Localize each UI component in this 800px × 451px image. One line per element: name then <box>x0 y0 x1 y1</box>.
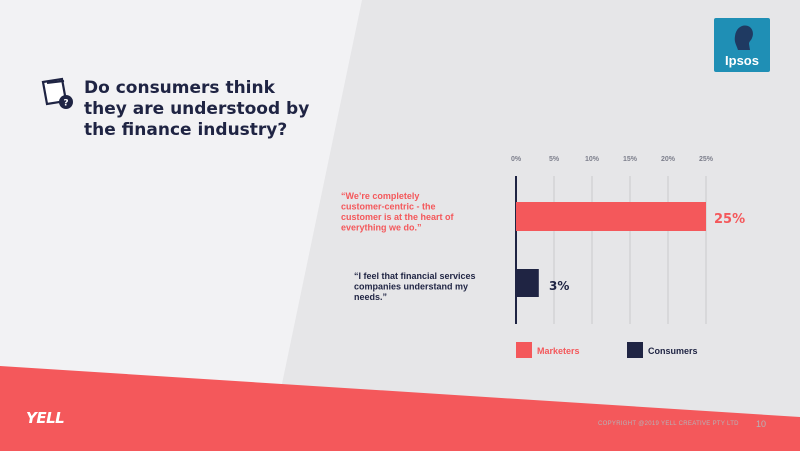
bar-consumers <box>516 269 539 297</box>
category-label-line: “I feel that financial services <box>354 271 476 281</box>
x-tick-label: 0% <box>511 156 522 163</box>
footer-band <box>0 366 800 451</box>
ipsos-logo-text: Ipsos <box>725 53 759 68</box>
category-label: “I feel that financial services companies… <box>354 271 476 302</box>
x-tick-label: 10% <box>585 156 600 163</box>
category-label-line: “We’re completely <box>341 191 419 201</box>
legend-label: Consumers <box>648 346 698 356</box>
ipsos-silhouette-icon <box>734 25 753 50</box>
x-tick-label: 25% <box>699 156 714 163</box>
page-number: 10 <box>756 419 767 429</box>
legend-label: Marketers <box>537 346 580 356</box>
question-document-icon: ? <box>41 77 73 109</box>
category-label: “We’re completely customer-centric - the c… <box>341 191 455 233</box>
data-label: 3% <box>549 279 569 293</box>
category-label-line: companies understand my <box>354 282 468 292</box>
x-tick-label: 20% <box>661 156 676 163</box>
data-label: 25% <box>714 212 745 227</box>
bar-marketers <box>516 202 706 231</box>
slide-title: Do consumers think they are understood b… <box>84 78 310 140</box>
yell-logo: YELL <box>26 409 65 427</box>
legend-swatch <box>516 342 532 358</box>
x-tick-label: 5% <box>549 156 560 163</box>
x-tick-label: 15% <box>623 156 638 163</box>
ipsos-logo: Ipsos <box>714 18 770 72</box>
legend-swatch <box>627 342 643 358</box>
svg-text:?: ? <box>63 99 68 109</box>
light-panel <box>0 0 362 451</box>
category-label-line: needs.” <box>354 292 387 302</box>
category-label-line: everything we do.” <box>341 223 422 233</box>
category-label-line: customer-centric - the <box>341 202 436 212</box>
copyright-text: COPYRIGHT @2019 YELL CREATIVE PTY LTD <box>598 421 739 427</box>
category-label-line: customer is at the heart of <box>341 212 455 222</box>
